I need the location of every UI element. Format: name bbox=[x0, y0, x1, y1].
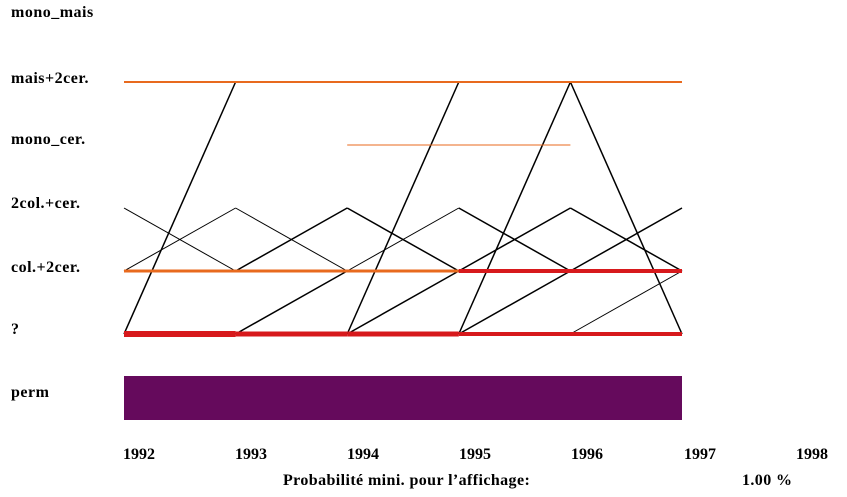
state-label-unknown: ? bbox=[11, 321, 20, 338]
year-label-1996: 1996 bbox=[571, 446, 603, 463]
transition-segment-15 bbox=[235, 207, 348, 272]
year-label-1992: 1992 bbox=[123, 446, 155, 463]
min-probability-value: 1.00 % bbox=[742, 472, 793, 489]
state-label-perm: perm bbox=[11, 384, 50, 401]
transition-segment-8 bbox=[123, 81, 237, 335]
state-label-mais-2cer: mais+2cer. bbox=[11, 70, 89, 87]
transition-segment-17 bbox=[346, 207, 460, 272]
transition-segment-11 bbox=[569, 81, 683, 335]
band-perm bbox=[124, 376, 682, 420]
year-label-1997: 1997 bbox=[684, 446, 716, 463]
transition-segment-13 bbox=[123, 207, 236, 272]
state-label-mono-mais: mono_mais bbox=[11, 4, 94, 21]
year-label-1998: 1998 bbox=[796, 446, 828, 463]
transition-segment-21 bbox=[570, 207, 683, 272]
state-label-mono-cer: mono_cer. bbox=[11, 131, 86, 148]
transition-segment-25 bbox=[570, 270, 683, 335]
transition-segment-24 bbox=[458, 270, 571, 335]
year-label-1993: 1993 bbox=[235, 446, 267, 463]
min-probability-caption: Probabilité mini. pour l’affichage: bbox=[283, 472, 531, 489]
transition-segment-10 bbox=[458, 81, 572, 335]
year-label-1995: 1995 bbox=[459, 446, 491, 463]
transition-segment-22 bbox=[235, 270, 348, 335]
state-label-2col-cer: 2col.+cer. bbox=[11, 195, 81, 212]
state-label-col-2cer: col.+2cer. bbox=[11, 259, 81, 276]
transition-segment-9 bbox=[346, 81, 460, 335]
transition-segment-19 bbox=[458, 207, 571, 272]
year-label-1994: 1994 bbox=[347, 446, 379, 463]
transition-segment-23 bbox=[346, 270, 460, 335]
